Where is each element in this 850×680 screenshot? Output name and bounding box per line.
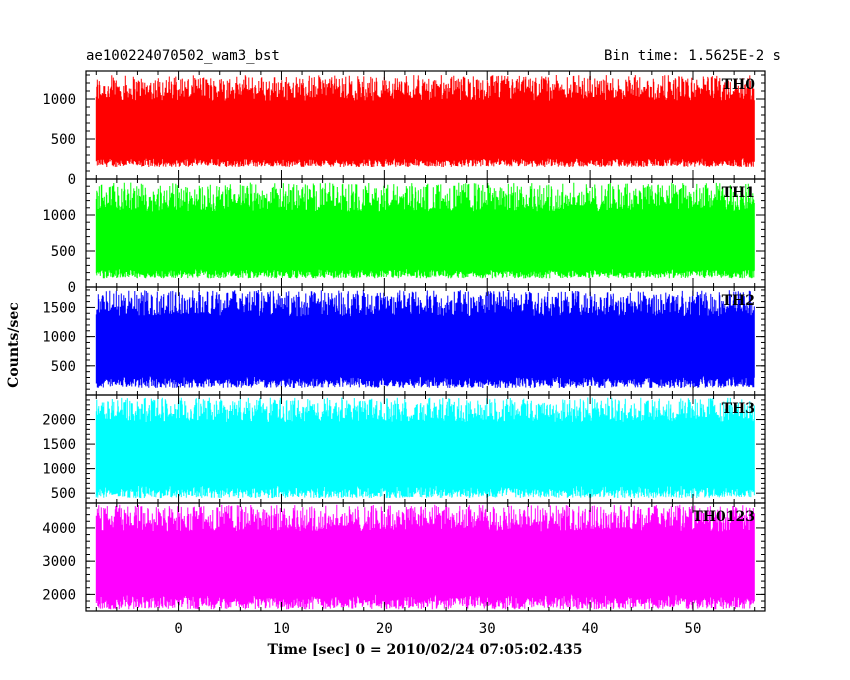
y-tick-label: 4000 [42,521,76,537]
panel-th0123: 2000 3000 4000 TH0123 [42,502,766,612]
x-tick-label: 20 [376,621,393,637]
panel-th3: 500 1000 1500 2000 TH3 [42,394,766,504]
y-tick-label: 500 [51,359,76,375]
x-tick-label: 0 [174,621,182,637]
panel-label-th0: TH0 [722,77,756,93]
panel-th1: 0 500 1000 TH1 [42,178,766,296]
y-tick-label: 0 [68,280,76,296]
y-tick-label: 3000 [42,554,76,570]
bin-time-label: Bin time: 1.5625E-2 s [604,48,781,64]
y-tick-label: 500 [51,132,76,148]
series-th3 [95,397,755,499]
x-tick-label: 40 [582,621,599,637]
y-tick-label: 500 [51,486,76,502]
series-th0 [95,75,755,167]
y-tick-label: 1500 [42,437,76,453]
y-tick-label: 500 [51,244,76,260]
x-tick-label: 30 [479,621,496,637]
panel-label-th3: TH3 [722,401,755,417]
y-axis-label: Counts/sec [6,302,22,388]
y-tick-label: 1000 [42,462,76,478]
x-tick-label: 10 [273,621,290,637]
y-tick-label: 1000 [42,92,76,108]
chart-title: ae100224070502_wam3_bst [86,48,280,64]
y-tick-label: 2000 [42,413,76,429]
panel-label-th2: TH2 [722,293,755,309]
x-axis-label: Time [sec] 0 = 2010/02/24 07:05:02.435 [268,642,583,658]
y-tick-label: 0 [68,172,76,188]
x-tick-label: 50 [685,621,702,637]
series-th1 [95,182,755,279]
series-th0123 [95,504,755,610]
y-tick-label: 1000 [42,330,76,346]
panel-th2: 500 1000 1500 TH2 [42,286,766,396]
series-th2 [95,289,755,388]
panel-label-th0123: TH0123 [692,509,755,525]
y-tick-label: 1500 [42,300,76,316]
y-tick-label: 1000 [42,208,76,224]
panel-th0: 0 500 1000 TH0 [42,70,766,188]
y-tick-label: 2000 [42,587,76,603]
panel-label-th1: TH1 [722,185,755,201]
